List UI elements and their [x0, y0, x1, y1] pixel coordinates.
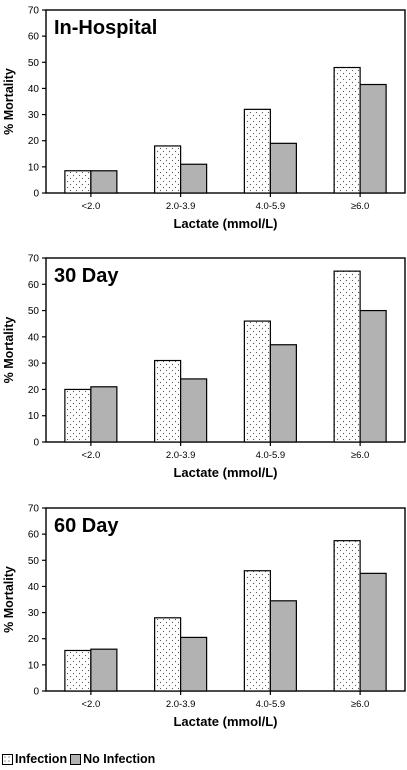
legend-swatch-infection	[2, 753, 13, 765]
y-axis-label: % Mortality	[2, 317, 16, 384]
y-tick-label: 0	[33, 189, 39, 200]
bar-infection	[243, 570, 271, 692]
y-tick-label: 20	[28, 634, 40, 645]
bar-no-infection	[180, 378, 208, 443]
chart-1: 0 10 20 30 40 50 60 70 <2.0 2.0-3.9 4.0-5.9 ≥6.0 In-…	[2, 6, 406, 231]
x-tick-label: ≥6.0	[351, 450, 369, 461]
y-tick-label: 40	[28, 582, 40, 593]
y-axis-label: % Mortality	[2, 68, 16, 135]
y-tick-label: 30	[28, 359, 40, 370]
x-tick-label: <2.0	[81, 450, 100, 461]
bar-no-infection	[90, 386, 118, 443]
legend-item-no-infection: No Infection	[70, 752, 155, 766]
x-tick-label: 4.0-5.9	[256, 201, 286, 212]
y-tick-label: 10	[28, 660, 40, 671]
y-tick-label: 40	[28, 84, 40, 95]
y-tick-label: 20	[28, 385, 40, 396]
y-tick-label: 60	[28, 280, 40, 291]
y-tick-label: 70	[28, 254, 40, 265]
legend: Infection No Infection	[2, 750, 158, 768]
x-tick-label: 2.0-3.9	[166, 450, 196, 461]
bar-infection	[154, 617, 182, 692]
plot-frame	[45, 257, 406, 443]
y-tick-label: 10	[28, 411, 40, 422]
y-tick-label: 70	[28, 6, 40, 17]
legend-label-infection: Infection	[15, 752, 68, 766]
y-tick-label: 60	[28, 32, 40, 43]
bar-no-infection	[269, 600, 297, 692]
plot-frame	[45, 9, 406, 194]
x-tick-label: 4.0-5.9	[256, 699, 286, 710]
bar-no-infection	[90, 648, 118, 692]
bar-infection	[243, 108, 271, 194]
bar-infection	[154, 359, 182, 443]
x-tick-label: ≥6.0	[351, 699, 369, 710]
y-tick-label: 50	[28, 556, 40, 567]
legend-item-infection: Infection	[2, 752, 67, 766]
x-axis-label: Lactate (mmol/L)	[173, 465, 277, 480]
bar-no-infection	[90, 170, 118, 194]
bar-no-infection	[359, 309, 387, 443]
y-tick-label: 50	[28, 306, 40, 317]
bar-no-infection	[180, 636, 208, 692]
chart-title: In-Hospital	[54, 17, 157, 39]
bar-infection	[243, 320, 271, 443]
plot-frame	[45, 507, 406, 692]
bar-no-infection	[269, 142, 297, 194]
x-tick-label: 4.0-5.9	[256, 450, 286, 461]
y-tick-label: 30	[28, 110, 40, 121]
x-tick-label: ≥6.0	[351, 201, 369, 212]
y-tick-label: 50	[28, 58, 40, 69]
chart-title: 60 Day	[54, 515, 119, 537]
y-tick-label: 60	[28, 530, 40, 541]
charts-layer: 0 10 20 30 40 50 60 70 <2.0 2.0-3.9 4.0-5.9 ≥6.0 In-…	[2, 6, 406, 729]
chart-2: 0 10 20 30 40 50 60 70 <2.0 2.0-3.9 4.0-5.9 ≥6.0 30 …	[2, 254, 406, 480]
y-tick-label: 0	[33, 687, 39, 698]
x-tick-label: 2.0-3.9	[166, 201, 196, 212]
bar-no-infection	[359, 572, 387, 692]
bar-no-infection	[180, 163, 208, 194]
bar-infection	[64, 388, 92, 443]
bar-no-infection	[359, 83, 387, 194]
y-tick-label: 20	[28, 136, 40, 147]
x-axis-label: Lactate (mmol/L)	[173, 714, 277, 729]
legend-label-no-infection: No Infection	[83, 752, 156, 766]
y-tick-label: 40	[28, 332, 40, 343]
bar-infection	[154, 145, 182, 194]
bar-infection	[64, 649, 92, 692]
chart-3: 0 10 20 30 40 50 60 70 <2.0 2.0-3.9 4.0-5.9 ≥6.0 60 …	[2, 504, 406, 729]
x-tick-label: 2.0-3.9	[166, 699, 196, 710]
x-tick-label: <2.0	[81, 699, 100, 710]
legend-swatch-no-infection	[70, 753, 82, 765]
bar-infection	[333, 66, 361, 194]
bar-infection	[333, 270, 361, 443]
bar-infection	[333, 540, 361, 692]
y-tick-label: 0	[33, 438, 39, 449]
y-axis-label: % Mortality	[2, 566, 16, 633]
chart-title: 30 Day	[54, 265, 119, 287]
bar-no-infection	[269, 344, 297, 443]
y-tick-label: 30	[28, 608, 40, 619]
y-tick-label: 70	[28, 504, 40, 515]
y-tick-label: 10	[28, 162, 40, 173]
x-tick-label: <2.0	[81, 201, 100, 212]
bar-infection	[64, 170, 92, 194]
x-axis-label: Lactate (mmol/L)	[173, 216, 277, 231]
